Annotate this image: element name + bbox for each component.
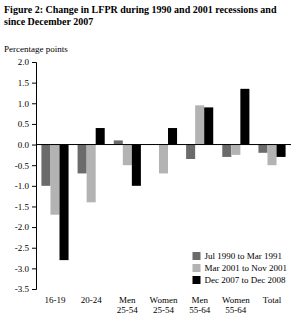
y-tick-label: 0.5 [18,119,30,129]
y-tick-label: -2.0 [15,222,30,232]
y-tick: -1.0 [15,181,36,191]
y-axis-line [32,63,37,290]
bar [231,145,240,155]
bar [87,145,96,203]
y-tick-label: -1.5 [15,202,30,212]
y-tick: -1.5 [15,202,36,212]
x-tick-label: Men55-64 [189,295,210,315]
y-tick: -3.0 [15,264,36,274]
y-tick-mark [32,186,36,187]
y-tick: -2.0 [15,222,36,232]
legend-item: Dec 2007 to Dec 2008 [193,275,286,285]
legend: Jul 1990 to Mar 1991 Mar 2001 to Nov 2001… [193,251,288,285]
y-tick-mark [32,103,36,104]
bar [240,89,249,145]
bar [195,105,204,144]
y-tick: 2.0 [18,57,36,67]
y-tick-mark [32,83,36,84]
bar [41,145,50,186]
zero-line [36,144,291,145]
x-tick-label: 16-19 [44,295,65,305]
y-tick-label: -1.0 [15,181,30,191]
bar [50,145,59,215]
bar [159,145,168,174]
series [41,140,267,185]
bar [78,145,87,174]
bars [41,89,285,260]
legend-item: Jul 1990 to Mar 1991 [193,251,283,261]
x-tick: Men55-64 [189,289,210,315]
bar [168,128,177,145]
x-axis: 16-19 20-24 Men25-54 Women25-54 Men55-64 Wome… [44,289,281,315]
bar [222,145,231,157]
y-tick: 1.0 [18,99,36,109]
bar [204,107,213,144]
bar [123,145,132,166]
y-tick-mark [32,124,36,125]
y-tick: 0.0 [18,140,36,150]
x-tick: 20-24 [81,289,102,305]
y-tick-label: 2.0 [18,57,30,67]
y-tick-mark [32,248,36,249]
x-tick: 16-19 [44,289,65,305]
y-axis-title: Percentage points [4,44,68,54]
x-tick: Women25-54 [150,289,178,315]
legend-label: Mar 2001 to Nov 2001 [205,263,288,273]
chart: Figure 2: Change in LFPR during 1990 and… [0,0,297,325]
y-tick-mark [32,165,36,166]
y-tick: -3.5 [15,284,36,294]
y-tick: -0.5 [15,161,36,171]
legend-swatch [193,276,201,284]
y-tick-label: -3.0 [15,264,30,274]
legend-swatch [193,252,201,260]
y-axis: -3.5 -3.0 -2.5 -2.0 -1.5 -1.0 -0.5 0.0 0.5 1.0 1.5… [15,57,37,294]
x-tick-label: Men25-54 [117,295,138,315]
y-tick-label: -2.5 [15,243,30,253]
bar [96,128,105,145]
title: Figure 2: Change in LFPR during 1990 and… [4,4,277,27]
y-tick-mark [32,62,36,63]
y-tick-label: 0.0 [18,140,30,150]
legend-label: Jul 1990 to Mar 1991 [205,251,283,261]
x-tick: Men25-54 [117,289,138,315]
y-tick: -2.5 [15,243,36,253]
bar [60,145,69,261]
x-tick: Women55-64 [222,289,250,315]
bar [132,145,141,186]
y-tick-mark [32,289,36,290]
x-tick-label: Women55-64 [222,295,250,315]
x-tick-label: 20-24 [81,295,102,305]
y-tick-label: -0.5 [15,161,30,171]
plot: -3.5 -3.0 -2.5 -2.0 -1.5 -1.0 -0.5 0.0 0.5 1.0 1.5… [15,57,291,315]
y-tick-label: 1.0 [18,99,30,109]
x-tick: Total [263,289,282,305]
y-tick-label: 1.5 [18,78,30,88]
legend-swatch [193,264,201,272]
y-tick-mark [32,268,36,269]
bar [277,145,286,157]
y-tick-mark [32,145,36,146]
y-tick-mark [32,206,36,207]
y-tick: 0.5 [18,119,36,129]
series [60,89,286,260]
x-tick-label: Total [263,295,282,305]
bar [258,145,267,153]
y-tick-mark [32,227,36,228]
legend-item: Mar 2001 to Nov 2001 [193,263,288,273]
x-tick-label: Women25-54 [150,295,178,315]
bar [186,145,195,159]
legend-label: Dec 2007 to Dec 2008 [205,275,286,285]
bar [267,145,276,166]
y-tick-label: -3.5 [15,284,30,294]
bar [114,140,123,144]
y-tick: 1.5 [18,78,36,88]
